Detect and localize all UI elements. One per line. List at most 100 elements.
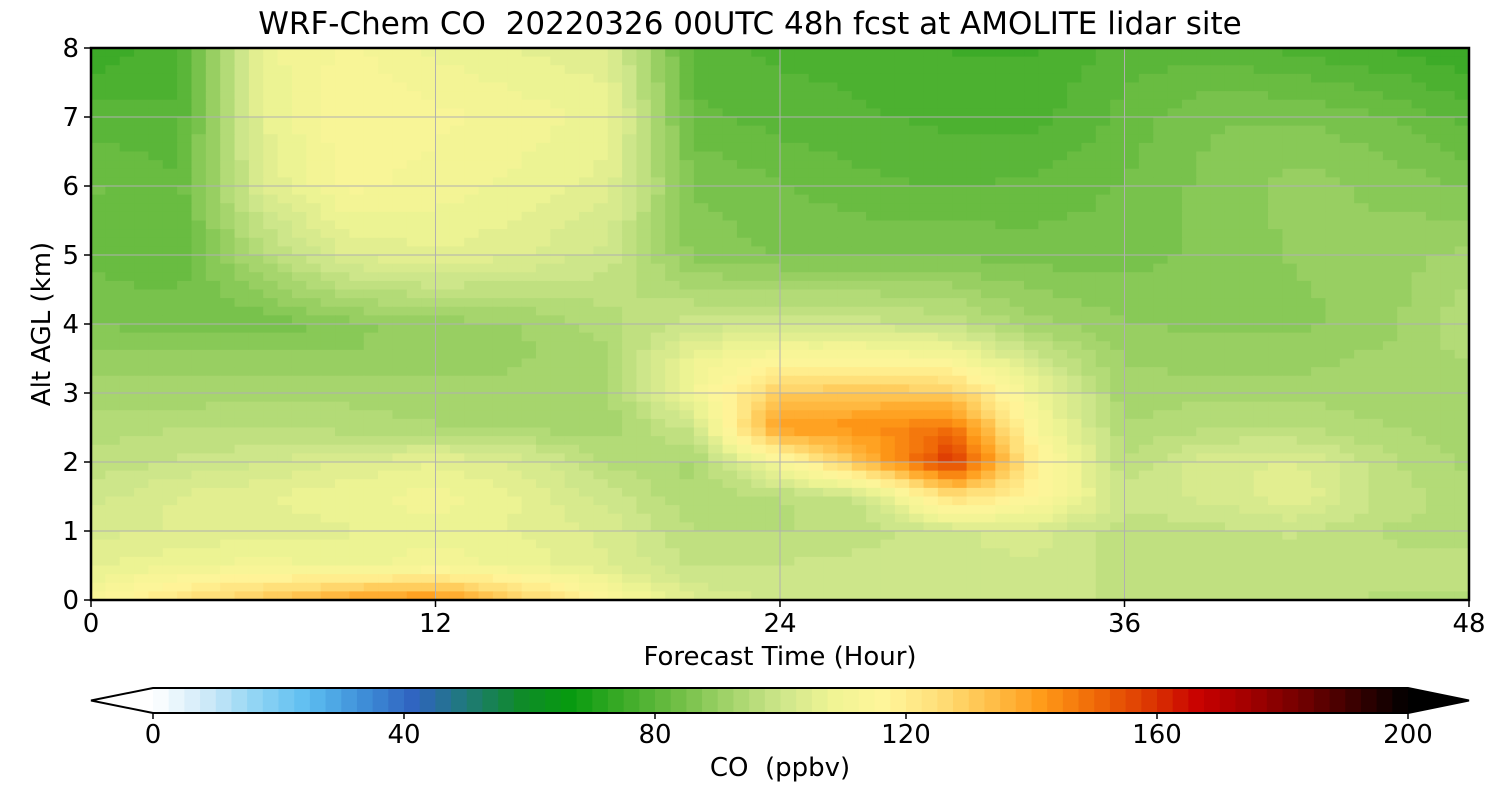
field-cell xyxy=(794,462,810,472)
field-cell xyxy=(823,91,839,101)
field-cell xyxy=(291,298,307,308)
field-cell xyxy=(191,255,207,265)
field-cell xyxy=(966,99,982,109)
field-cell xyxy=(392,280,408,291)
field-cell xyxy=(880,315,896,325)
field-cell xyxy=(1440,263,1456,273)
field-cell xyxy=(1224,194,1240,204)
field-cell xyxy=(1239,255,1255,265)
field-cell xyxy=(1224,306,1240,316)
field-cell xyxy=(1339,393,1355,403)
field-cell xyxy=(306,229,322,239)
field-cell xyxy=(162,203,178,213)
field-cell xyxy=(1411,160,1427,170)
field-cell xyxy=(421,151,437,161)
field-cell xyxy=(1181,168,1197,178)
field-cell xyxy=(177,306,193,316)
field-cell xyxy=(1081,418,1097,429)
field-cell xyxy=(650,436,666,446)
field-cell xyxy=(607,367,623,377)
field-cell xyxy=(234,48,250,58)
field-cell xyxy=(923,99,939,109)
field-cell xyxy=(1067,315,1083,325)
field-cell xyxy=(291,263,307,273)
field-cell xyxy=(1268,436,1283,446)
field-cell xyxy=(866,99,882,109)
field-cell xyxy=(234,82,250,92)
field-cell xyxy=(1110,160,1126,170)
field-cell xyxy=(1081,349,1097,360)
field-cell xyxy=(579,246,594,256)
field-cell xyxy=(406,82,422,92)
field-cell xyxy=(952,168,968,178)
field-cell xyxy=(1325,444,1341,454)
field-cell xyxy=(995,194,1011,204)
field-cell xyxy=(535,117,551,127)
field-cell xyxy=(119,358,135,368)
field-cell xyxy=(134,194,150,204)
field-cell xyxy=(177,324,193,334)
field-cell xyxy=(679,186,695,196)
field-cell xyxy=(722,177,738,187)
field-cell xyxy=(579,263,594,273)
field-cell xyxy=(995,237,1011,247)
field-cell xyxy=(263,479,279,489)
field-cell xyxy=(1253,487,1269,498)
field-cell xyxy=(1153,186,1169,196)
field-cell xyxy=(937,117,953,127)
field-cell xyxy=(191,306,207,316)
field-cell xyxy=(1339,332,1355,342)
field-cell xyxy=(851,470,867,480)
field-cell xyxy=(363,91,379,101)
field-cell xyxy=(550,401,566,411)
field-cell xyxy=(464,332,480,342)
field-cell xyxy=(980,418,996,429)
field-cell xyxy=(1440,375,1456,385)
field-cell xyxy=(1282,177,1298,187)
field-cell xyxy=(1167,65,1183,75)
field-cell xyxy=(1411,255,1427,265)
field-cell xyxy=(1296,280,1312,291)
field-cell xyxy=(952,341,968,351)
field-cell xyxy=(406,203,422,213)
field-cell xyxy=(952,65,968,75)
field-cell xyxy=(406,315,422,325)
field-cell xyxy=(1339,255,1355,265)
field-cell xyxy=(693,418,709,429)
field-cell xyxy=(780,332,795,342)
field-cell xyxy=(1124,65,1140,75)
field-cell xyxy=(708,470,724,480)
field-cell xyxy=(91,272,106,282)
field-cell xyxy=(736,255,752,265)
field-cell xyxy=(1368,56,1384,66)
field-cell xyxy=(148,315,164,325)
field-cell xyxy=(923,117,939,127)
field-cell xyxy=(693,82,709,92)
field-cell xyxy=(1454,220,1470,230)
field-cell xyxy=(406,168,422,178)
field-cell xyxy=(1081,289,1097,299)
field-cell xyxy=(866,194,882,204)
field-cell xyxy=(191,453,207,463)
field-cell xyxy=(435,453,451,463)
field-cell xyxy=(1081,203,1097,213)
field-cell xyxy=(909,246,925,256)
field-cell xyxy=(1382,418,1398,429)
field-cell xyxy=(794,246,810,256)
field-cell xyxy=(894,444,910,454)
field-cell xyxy=(105,349,121,360)
field-cell xyxy=(119,436,135,446)
field-cell xyxy=(1397,332,1413,342)
field-cell xyxy=(823,427,839,437)
field-cell xyxy=(478,453,494,463)
field-cell xyxy=(880,186,896,196)
field-cell xyxy=(277,237,293,247)
field-cell xyxy=(1124,117,1140,127)
field-cell xyxy=(894,375,910,385)
field-cell xyxy=(1311,203,1327,213)
field-cell xyxy=(1382,315,1398,325)
field-cell xyxy=(234,117,250,127)
field-cell xyxy=(765,487,781,498)
field-cell xyxy=(880,237,896,247)
field-cell xyxy=(1138,436,1154,446)
